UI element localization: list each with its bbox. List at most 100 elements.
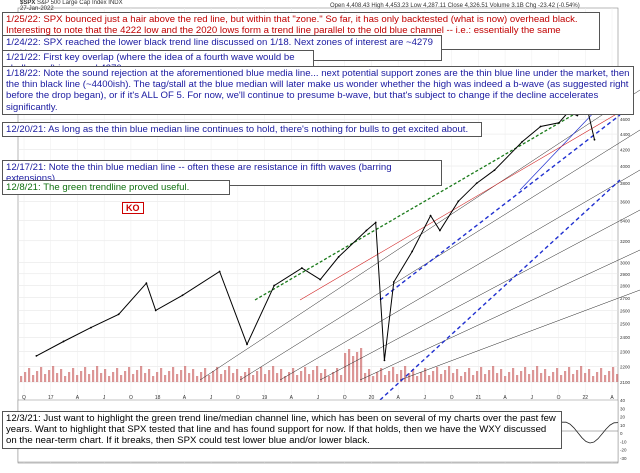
volume-bar <box>20 376 23 382</box>
volume-bar <box>296 375 299 382</box>
volume-bar <box>484 374 487 382</box>
volume-bar <box>472 375 475 382</box>
price-point <box>576 114 579 117</box>
volume-bar <box>468 368 471 382</box>
volume-bar <box>100 373 103 382</box>
volume-bar <box>104 369 107 382</box>
volume-bar <box>36 371 39 382</box>
volume-bar <box>60 369 63 382</box>
lower-tick-label: 40 <box>620 398 626 403</box>
note-12-3-21: 12/3/21: Just want to highlight the gree… <box>2 411 562 449</box>
y-tick-label: 2500 <box>620 322 631 327</box>
volume-bar <box>224 370 227 382</box>
volume-bar <box>344 353 347 382</box>
price-point <box>337 256 340 258</box>
price-point <box>246 343 248 346</box>
volume-bar <box>556 368 559 382</box>
black-channel-line <box>319 209 640 381</box>
price-point <box>365 229 368 232</box>
volume-bar <box>308 374 311 382</box>
volume-bar <box>144 373 147 382</box>
volume-bar <box>268 370 271 382</box>
volume-bar <box>376 372 379 382</box>
volume-bar <box>440 374 443 382</box>
volume-bar <box>48 370 51 382</box>
x-tick-label: 18 <box>155 395 161 401</box>
note-1-18-22: 1/18/22: Note the sound rejection at the… <box>2 66 634 115</box>
price-point <box>117 313 120 316</box>
volume-bar <box>124 371 127 382</box>
volume-bar <box>428 375 431 382</box>
volume-bar <box>196 376 199 382</box>
volume-bar <box>416 376 419 382</box>
x-tick-label: A <box>503 395 507 401</box>
x-tick-label: A <box>183 395 187 401</box>
y-tick-label: 4400 <box>620 132 631 137</box>
blue-channel-line <box>379 179 621 401</box>
volume-bar <box>264 374 267 382</box>
price-point <box>429 214 432 217</box>
volume-bar <box>616 374 619 382</box>
volume-bar <box>44 374 47 382</box>
volume-bar <box>64 376 67 382</box>
volume-bar <box>156 372 159 382</box>
volume-bar <box>336 368 339 382</box>
volume-bar <box>420 372 423 382</box>
x-tick-label: O <box>129 395 133 401</box>
volume-bar <box>316 366 319 382</box>
note-text: Just want to highlight the green trend l… <box>6 413 556 447</box>
volume-bar <box>52 366 55 382</box>
lower-tick-label: -30 <box>620 456 627 461</box>
x-tick-label: 21 <box>476 395 482 401</box>
volume-bar <box>448 366 451 382</box>
volume-bar <box>292 368 295 382</box>
volume-bar <box>240 376 243 382</box>
volume-bar <box>600 368 603 382</box>
volume-bar <box>68 372 71 382</box>
x-tick-label: 22 <box>582 395 588 401</box>
red-trendline <box>299 111 621 301</box>
note-date: 1/18/22: <box>6 68 41 79</box>
y-tick-label: 2600 <box>620 308 631 313</box>
volume-bar <box>288 372 291 382</box>
volume-bar <box>356 352 359 382</box>
volume-bar <box>256 371 259 382</box>
volume-bar <box>180 370 183 382</box>
x-tick-label: J <box>210 395 213 401</box>
price-point <box>411 250 414 253</box>
price-point <box>438 229 441 232</box>
note-date: 12/8/21: <box>6 182 41 193</box>
volume-bar <box>132 374 135 382</box>
volume-bar <box>56 373 59 382</box>
lower-tick-label: 0 <box>620 431 623 436</box>
volume-bar <box>592 376 595 382</box>
volume-bar <box>72 368 75 382</box>
volume-bar <box>388 371 391 382</box>
y-tick-label: 3600 <box>620 199 631 204</box>
note-date: 1/21/22: <box>6 52 41 63</box>
volume-bar <box>524 367 527 382</box>
y-tick-label: 3800 <box>620 181 631 186</box>
y-tick-label: 2300 <box>620 350 631 355</box>
y-tick-label: 2400 <box>620 335 631 340</box>
volume-bar <box>24 372 27 382</box>
volume-bar <box>400 370 403 382</box>
volume-bar <box>540 373 543 382</box>
volume-bar <box>148 369 151 382</box>
volume-bar <box>112 372 115 382</box>
price-point <box>521 140 524 143</box>
volume-bar <box>348 349 351 382</box>
price-point <box>593 138 596 141</box>
volume-bar <box>372 376 375 382</box>
x-tick-label: O <box>450 395 454 401</box>
x-tick-label: Q <box>22 395 26 401</box>
volume-bar <box>232 373 235 382</box>
note-text: Note the thin blue median line -- often … <box>6 162 392 185</box>
x-tick-label: O <box>343 395 347 401</box>
volume-bar <box>452 373 455 382</box>
price-point <box>374 221 377 224</box>
x-tick-label: 19 <box>262 395 268 401</box>
volume-bar <box>500 369 503 382</box>
volume-bar <box>164 375 167 382</box>
y-tick-label: 2100 <box>620 380 631 385</box>
